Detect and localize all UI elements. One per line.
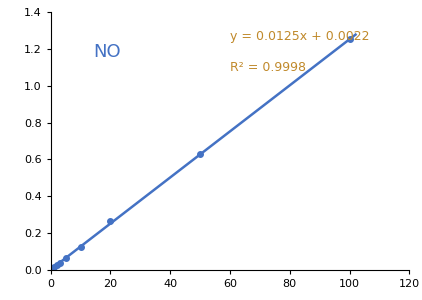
Point [50,265,57,270]
Text: NO: NO [94,43,121,61]
Point [346,37,353,42]
Point [62,256,69,261]
Text: R² = 0.9998: R² = 0.9998 [230,61,306,74]
Point [47,268,54,272]
Point [107,219,114,224]
Point [56,260,63,265]
Point [77,244,84,249]
Point [197,152,203,157]
Point [53,262,60,267]
Text: y = 0.0125x + 0.0022: y = 0.0125x + 0.0022 [230,30,370,43]
